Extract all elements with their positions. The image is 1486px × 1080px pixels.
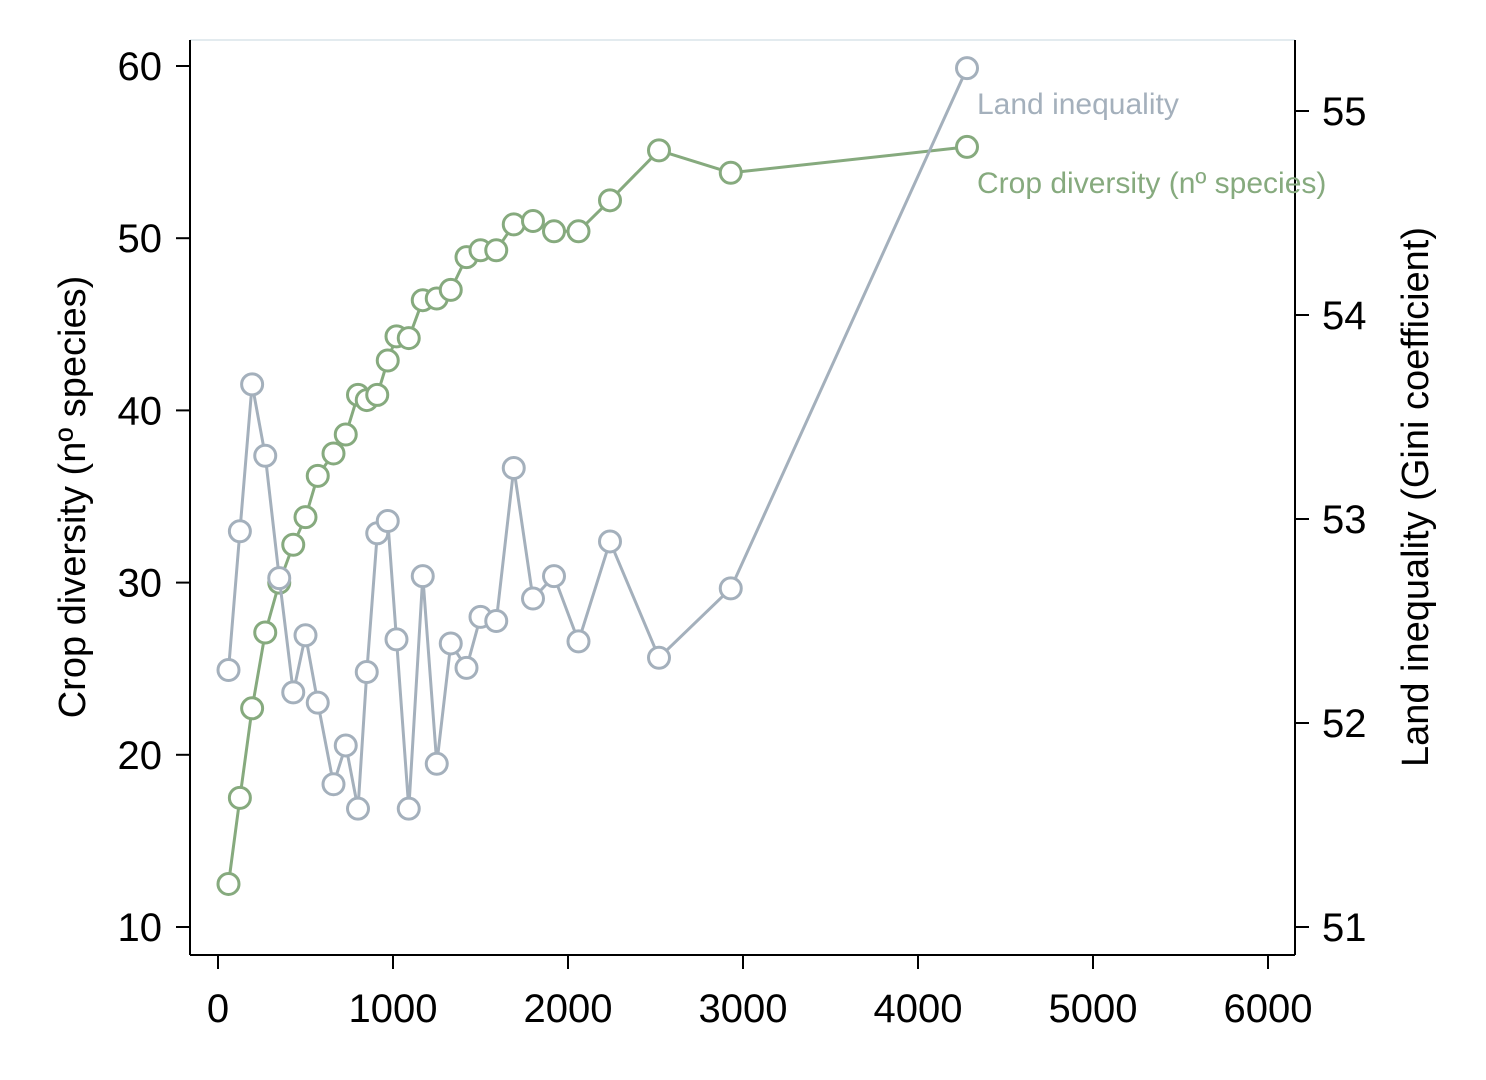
series-land-inequality: Land inequality: [216, 56, 1179, 821]
x-tick-label: 3000: [699, 987, 788, 1031]
y-left-tick-label: 30: [118, 562, 163, 606]
crop-diversity-point: [396, 326, 421, 351]
y-right-tick-label: 55: [1322, 90, 1367, 134]
crop-diversity-point: [240, 696, 265, 721]
land-inequality-point: [501, 456, 526, 480]
crop-diversity-point: [305, 463, 330, 488]
y-axis-left-title: Crop diversity (nº species): [52, 276, 94, 719]
land-inequality-point: [598, 529, 622, 554]
land-inequality-point: [321, 772, 346, 797]
crop-diversity-point: [542, 219, 566, 244]
y-right-tick-label: 53: [1322, 498, 1367, 542]
land-inequality-point: [396, 796, 421, 821]
x-axis: 0 1000 2000 3000 4000 5000 6000: [207, 955, 1313, 1031]
crop-diversity-point: [566, 219, 591, 244]
land-inequality-point: [384, 627, 409, 652]
land-inequality-point: [293, 623, 318, 648]
crop-diversity-point: [375, 348, 400, 373]
y-axis-left: 10 20 30 40 50 60: [118, 45, 190, 950]
land-inequality-point: [424, 751, 449, 776]
y-left-tick-label: 20: [118, 734, 163, 778]
y-left-tick-label: 40: [118, 389, 163, 433]
crop-diversity-point: [293, 505, 318, 530]
y-left-tick-label: 50: [118, 217, 163, 261]
x-tick-label: 0: [207, 987, 229, 1031]
crop-diversity-line: [227, 145, 968, 885]
y-axis-right-title: Land inequality (Gini coefficient): [1395, 227, 1437, 767]
crop-diversity-point: [333, 422, 358, 447]
crop-diversity-point: [438, 277, 463, 302]
crop-diversity-point: [521, 208, 545, 233]
crop-diversity-point: [955, 134, 979, 159]
crop-diversity-point: [281, 532, 306, 557]
crop-diversity-point: [598, 188, 622, 213]
crop-diversity-point: [501, 212, 526, 237]
crop-diversity-point: [365, 382, 390, 407]
land-inequality-point: [410, 564, 435, 589]
land-inequality-point: [375, 509, 400, 534]
land-inequality-point: [354, 660, 379, 684]
y-right-tick-label: 52: [1322, 702, 1367, 746]
land-inequality-point: [216, 657, 241, 682]
land-inequality-point: [253, 443, 278, 468]
land-inequality-point: [267, 566, 292, 591]
series-crop-diversity: Crop diversity (nº species): [216, 134, 1326, 896]
y-right-tick-label: 51: [1322, 906, 1367, 950]
land-inequality-point: [647, 645, 671, 670]
land-inequality-point: [438, 631, 463, 656]
land-inequality-label: Land inequality: [977, 88, 1179, 121]
crop-diversity-point: [484, 238, 509, 263]
crop-diversity-point: [647, 138, 671, 163]
series-layer: Crop diversity (nº species) Land inequali…: [216, 56, 1326, 896]
land-inequality-point: [305, 690, 330, 715]
x-tick-label: 5000: [1049, 987, 1138, 1031]
land-inequality-point: [484, 609, 509, 633]
x-tick-label: 1000: [349, 987, 438, 1031]
land-inequality-point: [955, 56, 979, 81]
x-tick-label: 4000: [874, 987, 963, 1031]
y-right-tick-label: 54: [1322, 294, 1367, 338]
land-inequality-point: [227, 519, 252, 544]
land-inequality-point: [566, 629, 591, 654]
land-inequality-point: [454, 655, 479, 680]
x-tick-label: 2000: [524, 987, 613, 1031]
land-inequality-point: [240, 372, 265, 397]
land-inequality-point: [521, 586, 545, 611]
crop-diversity-point: [321, 441, 346, 466]
x-tick-label: 6000: [1224, 987, 1313, 1031]
crop-diversity-point: [253, 620, 278, 645]
crop-diversity-label: Crop diversity (nº species): [977, 167, 1326, 200]
crop-diversity-point: [227, 785, 252, 810]
crop-diversity-point: [216, 871, 241, 896]
land-inequality-point: [542, 564, 566, 589]
y-axis-right: 51 52 53 54 55: [1295, 90, 1367, 950]
y-left-tick-label: 60: [118, 45, 163, 89]
land-inequality-point: [281, 680, 306, 705]
land-inequality-point: [333, 733, 358, 758]
y-left-tick-label: 10: [118, 906, 163, 950]
land-inequality-point: [718, 576, 743, 601]
land-inequality-point: [346, 796, 370, 821]
crop-diversity-point: [718, 160, 743, 185]
